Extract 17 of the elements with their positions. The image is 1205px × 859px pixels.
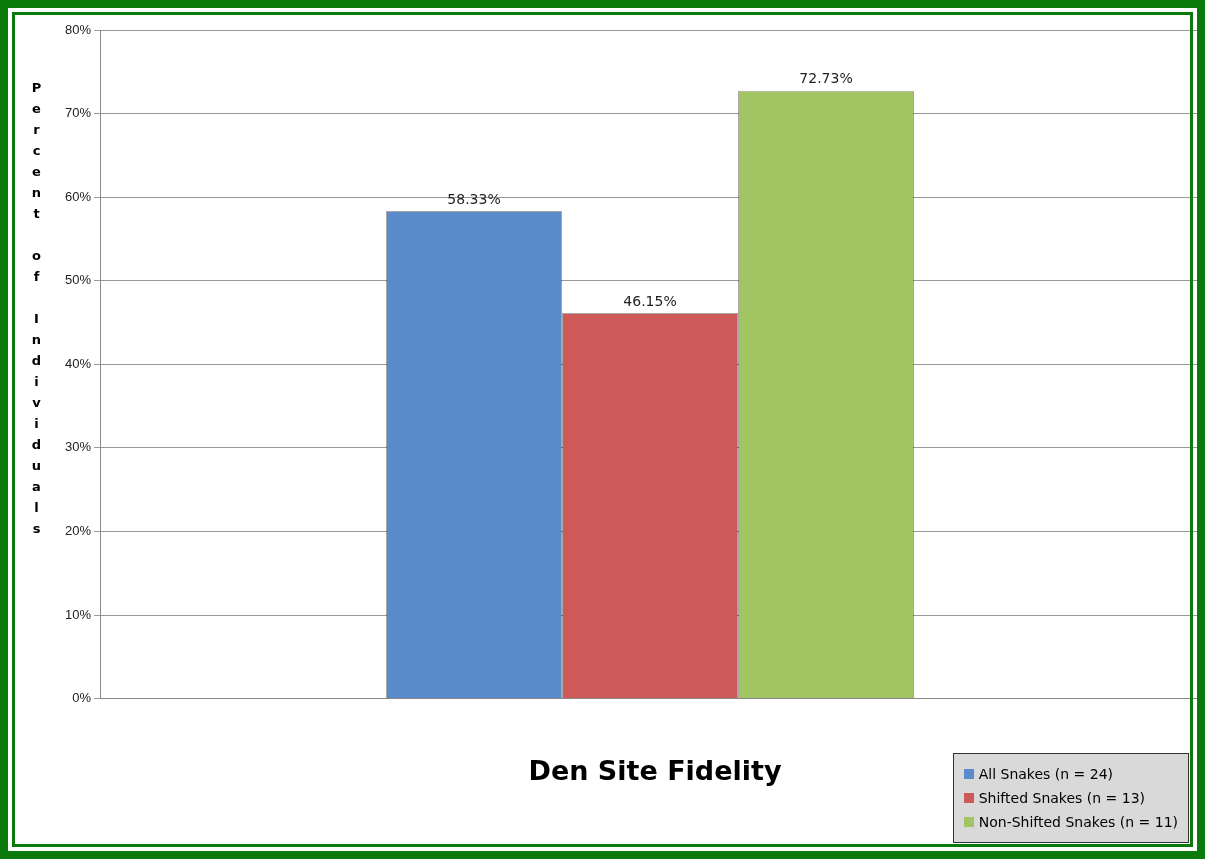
y-tick-label: 50% — [64, 272, 92, 288]
y-tick-label: 10% — [64, 606, 92, 622]
text: Den Site Fidelity — [527, 755, 783, 786]
y-tick-label: 70% — [64, 105, 92, 121]
y-tick-label: 60% — [64, 188, 92, 204]
y-tick-label: 40% — [64, 355, 92, 371]
data-label: 58.33% — [447, 190, 501, 207]
y-tick-label: 30% — [64, 439, 92, 455]
y-axis-title: Percent of Individuals — [29, 80, 44, 542]
y-tick-label: 20% — [64, 523, 92, 539]
y-tick-label: 80% — [64, 21, 92, 37]
y-tick-label: 0% — [72, 690, 92, 706]
data-label: 46.15% — [623, 292, 677, 309]
legend-label: Non-Shifted Snakes (n = 11) — [978, 814, 1178, 830]
legend-label: All Snakes (n = 24) — [978, 766, 1114, 782]
data-label: 72.73% — [799, 70, 853, 87]
legend-label: Shifted Snakes (n = 13) — [978, 790, 1146, 806]
